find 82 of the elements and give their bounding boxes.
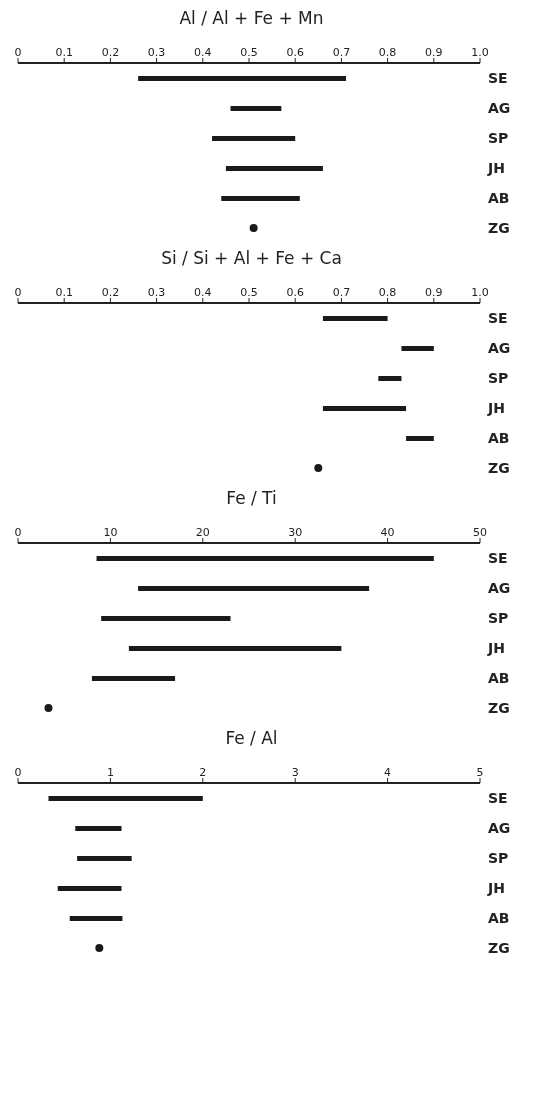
y-tick-label: ZG bbox=[488, 699, 510, 716]
x-tick-label: 0.8 bbox=[378, 46, 397, 59]
bar bbox=[48, 796, 203, 801]
x-tick-label: 0.4 bbox=[194, 46, 212, 59]
x-tick-label: 0.9 bbox=[425, 46, 443, 59]
x-tick-label: 3 bbox=[291, 766, 299, 779]
y-tick-label: SP bbox=[488, 129, 509, 146]
x-tick-label: 2 bbox=[199, 766, 207, 779]
x-tick-label: 5 bbox=[476, 766, 484, 779]
y-tick-label: JH bbox=[487, 399, 505, 416]
y-tick-label: SP bbox=[488, 609, 509, 626]
x-tick-label: 0.8 bbox=[378, 286, 397, 299]
bar bbox=[322, 316, 388, 321]
x-tick-label: 0 bbox=[14, 526, 22, 539]
x-tick-label: 1 bbox=[106, 766, 114, 779]
y-tick-label: AB bbox=[488, 669, 510, 686]
x-tick-label: 0.5 bbox=[240, 286, 258, 299]
bar bbox=[138, 76, 347, 81]
x-tick-label: 0.7 bbox=[332, 46, 351, 59]
x-tick-label: 50 bbox=[473, 526, 487, 539]
y-tick-label: AG bbox=[488, 579, 511, 596]
bar bbox=[225, 166, 323, 171]
x-tick-label: 30 bbox=[288, 526, 303, 539]
x-tick-label: 1.0 bbox=[471, 46, 489, 59]
chart-title: Fe / Ti bbox=[225, 488, 278, 508]
x-tick-label: 0 bbox=[14, 286, 22, 299]
bar bbox=[128, 646, 342, 651]
x-tick-label: 0.3 bbox=[147, 286, 166, 299]
x-tick-label: 0 bbox=[14, 766, 22, 779]
x-tick-label: 0.2 bbox=[101, 286, 120, 299]
x-tick-label: 1.0 bbox=[471, 286, 489, 299]
y-tick-label: ZG bbox=[488, 459, 510, 476]
bar bbox=[221, 196, 300, 201]
y-tick-label: AB bbox=[488, 429, 510, 446]
x-tick-label: 0 bbox=[14, 46, 22, 59]
x-tick-label: 20 bbox=[195, 526, 210, 539]
y-tick-label: JH bbox=[487, 159, 505, 176]
bar bbox=[230, 106, 282, 111]
bar bbox=[101, 616, 231, 621]
x-tick-label: 0.1 bbox=[55, 46, 73, 59]
y-tick-label: AB bbox=[488, 189, 510, 206]
y-tick-label: AB bbox=[488, 909, 510, 926]
bar bbox=[322, 406, 407, 411]
y-tick-label: ZG bbox=[488, 939, 510, 956]
y-tick-label: JH bbox=[487, 879, 505, 896]
chart-title: Si / Si + Al + Fe + Ca bbox=[160, 248, 343, 268]
x-tick-label: 40 bbox=[380, 526, 395, 539]
x-tick-label: 0.1 bbox=[55, 286, 73, 299]
x-tick-label: 0.6 bbox=[286, 46, 304, 59]
bar bbox=[77, 856, 132, 861]
x-tick-label: 0.3 bbox=[147, 46, 166, 59]
y-tick-label: SE bbox=[488, 549, 508, 566]
bar bbox=[69, 916, 123, 921]
bar bbox=[138, 586, 370, 591]
bar bbox=[57, 886, 122, 891]
y-tick-label: AG bbox=[488, 339, 511, 356]
y-tick-label: SE bbox=[488, 69, 508, 86]
bar bbox=[401, 346, 434, 351]
y-tick-label: SP bbox=[488, 369, 509, 386]
bar bbox=[378, 376, 402, 381]
y-tick-label: SE bbox=[488, 309, 508, 326]
x-tick-label: 0.2 bbox=[101, 46, 120, 59]
bar bbox=[406, 436, 434, 441]
bar bbox=[75, 826, 122, 831]
x-tick-label: 0.7 bbox=[332, 286, 351, 299]
bar bbox=[91, 676, 176, 681]
bar bbox=[96, 556, 434, 561]
x-tick-label: 0.4 bbox=[194, 286, 212, 299]
chart-title: Al / Al + Fe + Mn bbox=[178, 8, 325, 28]
y-tick-label: SE bbox=[488, 789, 508, 806]
x-tick-label: 0.9 bbox=[425, 286, 443, 299]
y-tick-label: JH bbox=[487, 639, 505, 656]
x-tick-label: 10 bbox=[103, 526, 118, 539]
x-tick-label: 0.5 bbox=[240, 46, 258, 59]
bar bbox=[212, 136, 296, 141]
y-tick-label: AG bbox=[488, 819, 511, 836]
y-tick-label: ZG bbox=[488, 219, 510, 236]
x-tick-label: 0.6 bbox=[286, 286, 304, 299]
y-tick-label: SP bbox=[488, 849, 509, 866]
y-tick-label: AG bbox=[488, 99, 511, 116]
x-tick-label: 4 bbox=[384, 766, 392, 779]
chart-title: Fe / Al bbox=[224, 728, 279, 748]
